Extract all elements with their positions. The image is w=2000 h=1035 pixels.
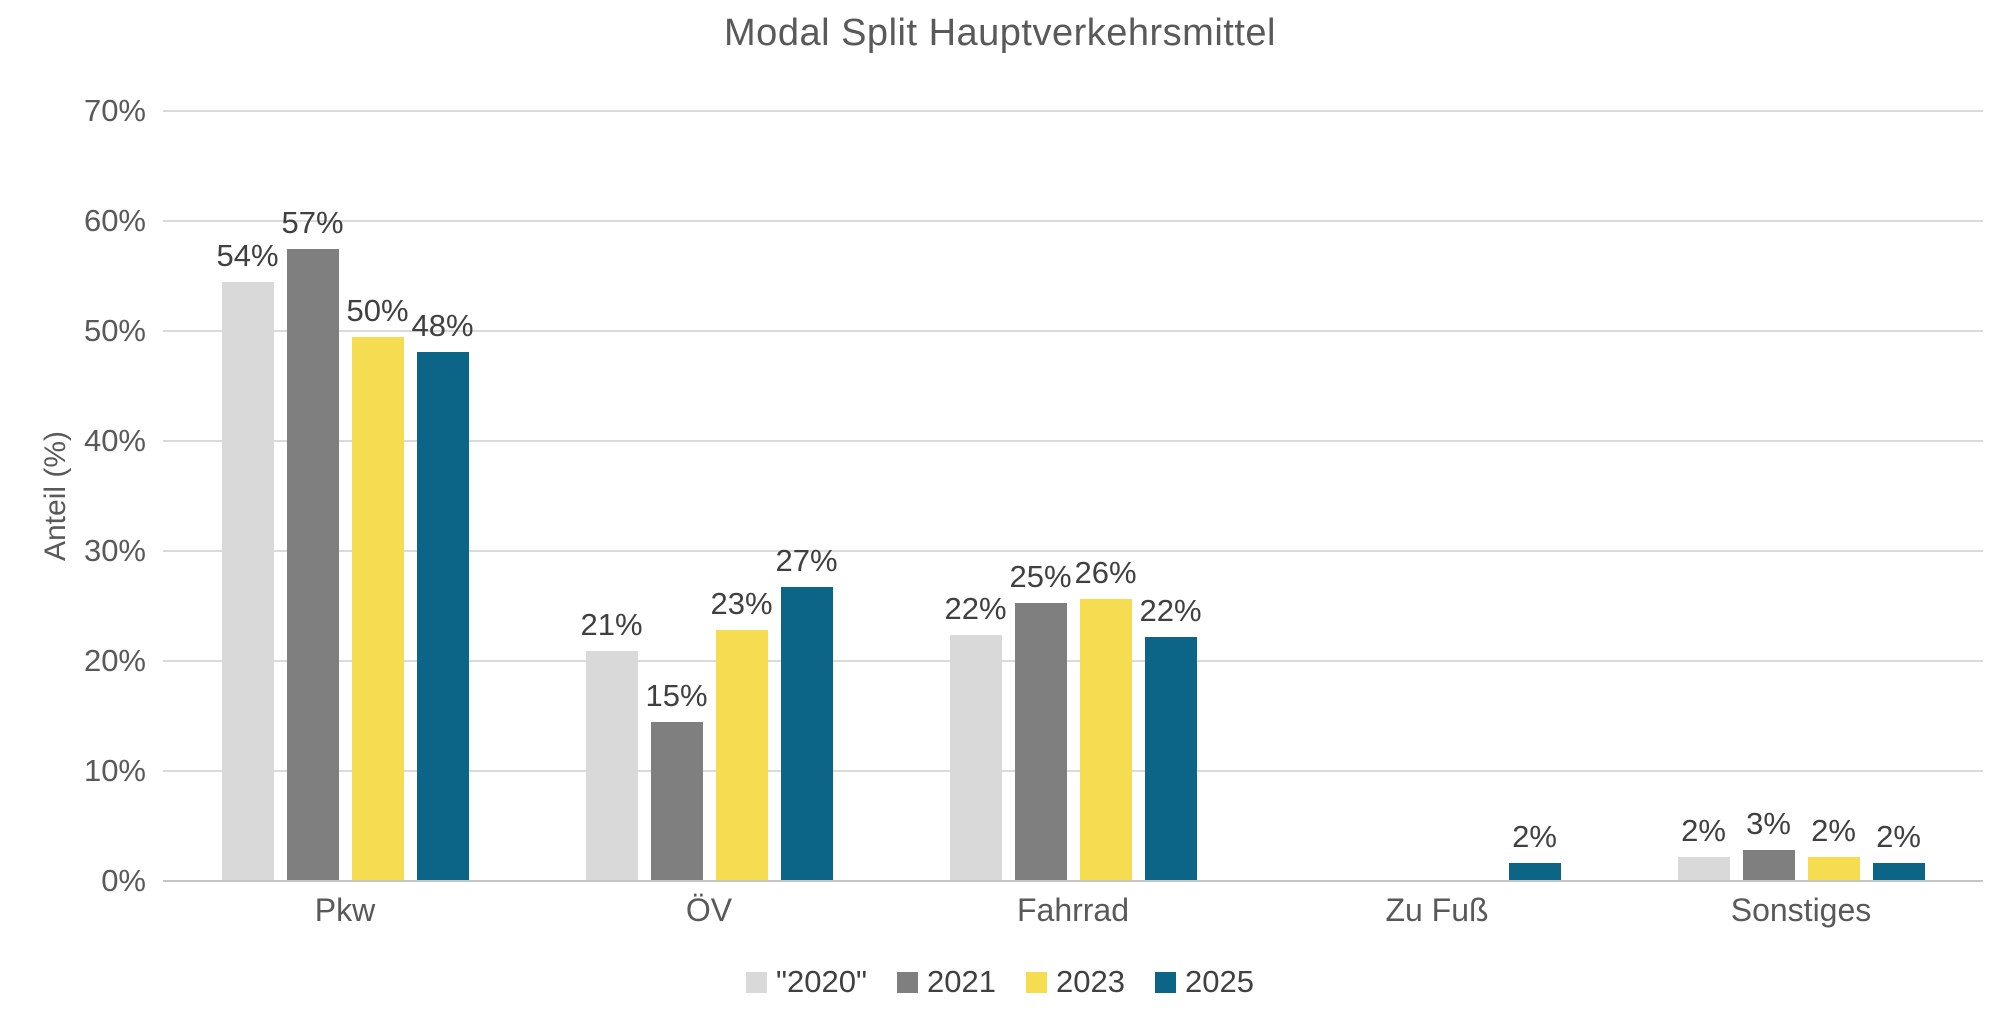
y-tick-label: 60% [83, 203, 146, 238]
bar-slot: 21% [580, 111, 643, 881]
bar-slot: 22% [944, 111, 1007, 881]
bar-value-label: 2% [1811, 812, 1856, 848]
legend-marker-icon [1154, 971, 1176, 993]
legend-item: 2021 [897, 964, 996, 1000]
category-label: Pkw [314, 892, 376, 928]
gridline [163, 770, 1983, 772]
bar-group-fahrrad: 22% 25% 26% 22% [891, 111, 1255, 881]
bar-slot [1379, 111, 1431, 881]
legend-label: 2023 [1056, 964, 1125, 999]
legend-item: "2020" [746, 964, 867, 1000]
y-tick-label: 20% [83, 643, 146, 678]
bar-value-label: 3% [1746, 806, 1791, 842]
category-label: Fahrrad [1016, 892, 1130, 928]
bar: 57% [281, 205, 344, 881]
bar-group-zu-fu-: 2% [1255, 111, 1619, 881]
bar-slot: 22% [1139, 111, 1202, 881]
bar-group--v: 21% 15% 23% 27% [527, 111, 891, 881]
legend: "2020" 2021 2023 2025 [0, 960, 2000, 1004]
bar-value-label: 57% [281, 204, 344, 240]
bar-groups: 54% 57% 50% 48% 21% 15% 23% 27% 22% 25% 26% 22% 2% 2%… [163, 111, 1983, 881]
y-tick-label: 10% [83, 753, 146, 788]
bar: 25% [1009, 559, 1072, 881]
bar-value-label: 21% [580, 607, 643, 643]
category-label: Zu Fuß [1385, 892, 1489, 928]
bar-value-label: 54% [216, 237, 279, 273]
bar: 54% [216, 238, 279, 881]
plot-area: 54% 57% 50% 48% 21% 15% 23% 27% 22% 25% 26% 22% 2% 2%… [163, 110, 1983, 882]
bar-value-label: 22% [944, 590, 1007, 626]
bar-value-label: 2% [1876, 819, 1921, 855]
bar-slot: 23% [710, 111, 773, 881]
bar-value-label: 15% [645, 677, 708, 713]
y-tick-label: 70% [83, 93, 146, 128]
bar-slot: 48% [411, 111, 474, 881]
gridline [163, 550, 1983, 552]
legend-label: "2020" [776, 964, 868, 999]
bar-value-label: 26% [1074, 555, 1137, 591]
bar-slot: 26% [1074, 111, 1137, 881]
bar: 22% [944, 591, 1007, 881]
bar: 3% [1742, 806, 1795, 881]
bar-slot: 57% [281, 111, 344, 881]
bar-value-label: 25% [1009, 558, 1072, 594]
chart-title: Modal Split Hauptverkehrsmittel [724, 12, 1276, 54]
legend-marker-icon [897, 971, 919, 993]
bar-value-label: 48% [411, 307, 474, 343]
bar-slot: 2% [1807, 111, 1860, 881]
bar-value-label: 2% [1512, 819, 1557, 855]
bar-slot: 25% [1009, 111, 1072, 881]
category-label: ÖV [685, 892, 733, 928]
y-tick-label: 30% [83, 533, 146, 568]
bar: 2% [1508, 819, 1561, 881]
bar-slot [1314, 111, 1366, 881]
bar-slot: 54% [216, 111, 279, 881]
bar: 2% [1677, 813, 1730, 881]
bar: 15% [645, 678, 708, 881]
gridline [163, 220, 1983, 222]
bar-value-label: 27% [775, 543, 838, 579]
bar: 48% [411, 308, 474, 881]
bar-value-label: 2% [1681, 812, 1726, 848]
bar-slot: 2% [1508, 111, 1561, 881]
bar: 26% [1074, 555, 1137, 881]
gridline [163, 660, 1983, 662]
gridline [163, 440, 1983, 442]
x-axis-line [163, 880, 1983, 882]
gridline [163, 110, 1983, 112]
legend-item: 2023 [1026, 964, 1125, 1000]
bar: 21% [580, 607, 643, 881]
bar-slot: 27% [775, 111, 838, 881]
bar-group-sonstiges: 2% 3% 2% 2% [1619, 111, 1983, 881]
x-axis-category-labels: Pkw ÖV Fahrrad Zu Fuß Sonstiges [163, 892, 1983, 929]
bar-slot: 2% [1872, 111, 1925, 881]
y-tick-label: 50% [83, 313, 146, 348]
y-axis-tick-labels: 0% 10% 20% 30% 40% 50% 60% 70% [0, 95, 146, 897]
bar-slot: 50% [346, 111, 409, 881]
bar-value-label: 50% [346, 292, 409, 328]
bar-group-pkw: 54% 57% 50% 48% [163, 111, 527, 881]
legend-marker-icon [746, 971, 768, 993]
category-label: Sonstiges [1730, 892, 1872, 928]
bar: 23% [710, 586, 773, 881]
gridline [163, 330, 1983, 332]
bar-value-label: 23% [710, 586, 773, 622]
bar: 27% [775, 543, 838, 881]
y-tick-label: 40% [83, 423, 146, 458]
legend-label: 2025 [1184, 964, 1254, 999]
bar-slot [1444, 111, 1496, 881]
y-tick-label: 0% [101, 863, 146, 898]
bar: 2% [1807, 813, 1860, 881]
bar-slot: 15% [645, 111, 708, 881]
legend-label: 2021 [927, 964, 996, 999]
bar: 50% [346, 293, 409, 881]
bar-value-label: 22% [1139, 592, 1202, 628]
legend-marker-icon [1026, 971, 1047, 993]
bar: 2% [1872, 819, 1925, 881]
bar-slot: 2% [1677, 111, 1730, 881]
bar-slot: 3% [1742, 111, 1795, 881]
bar: 22% [1139, 593, 1202, 881]
legend-item: 2025 [1154, 964, 1254, 1000]
